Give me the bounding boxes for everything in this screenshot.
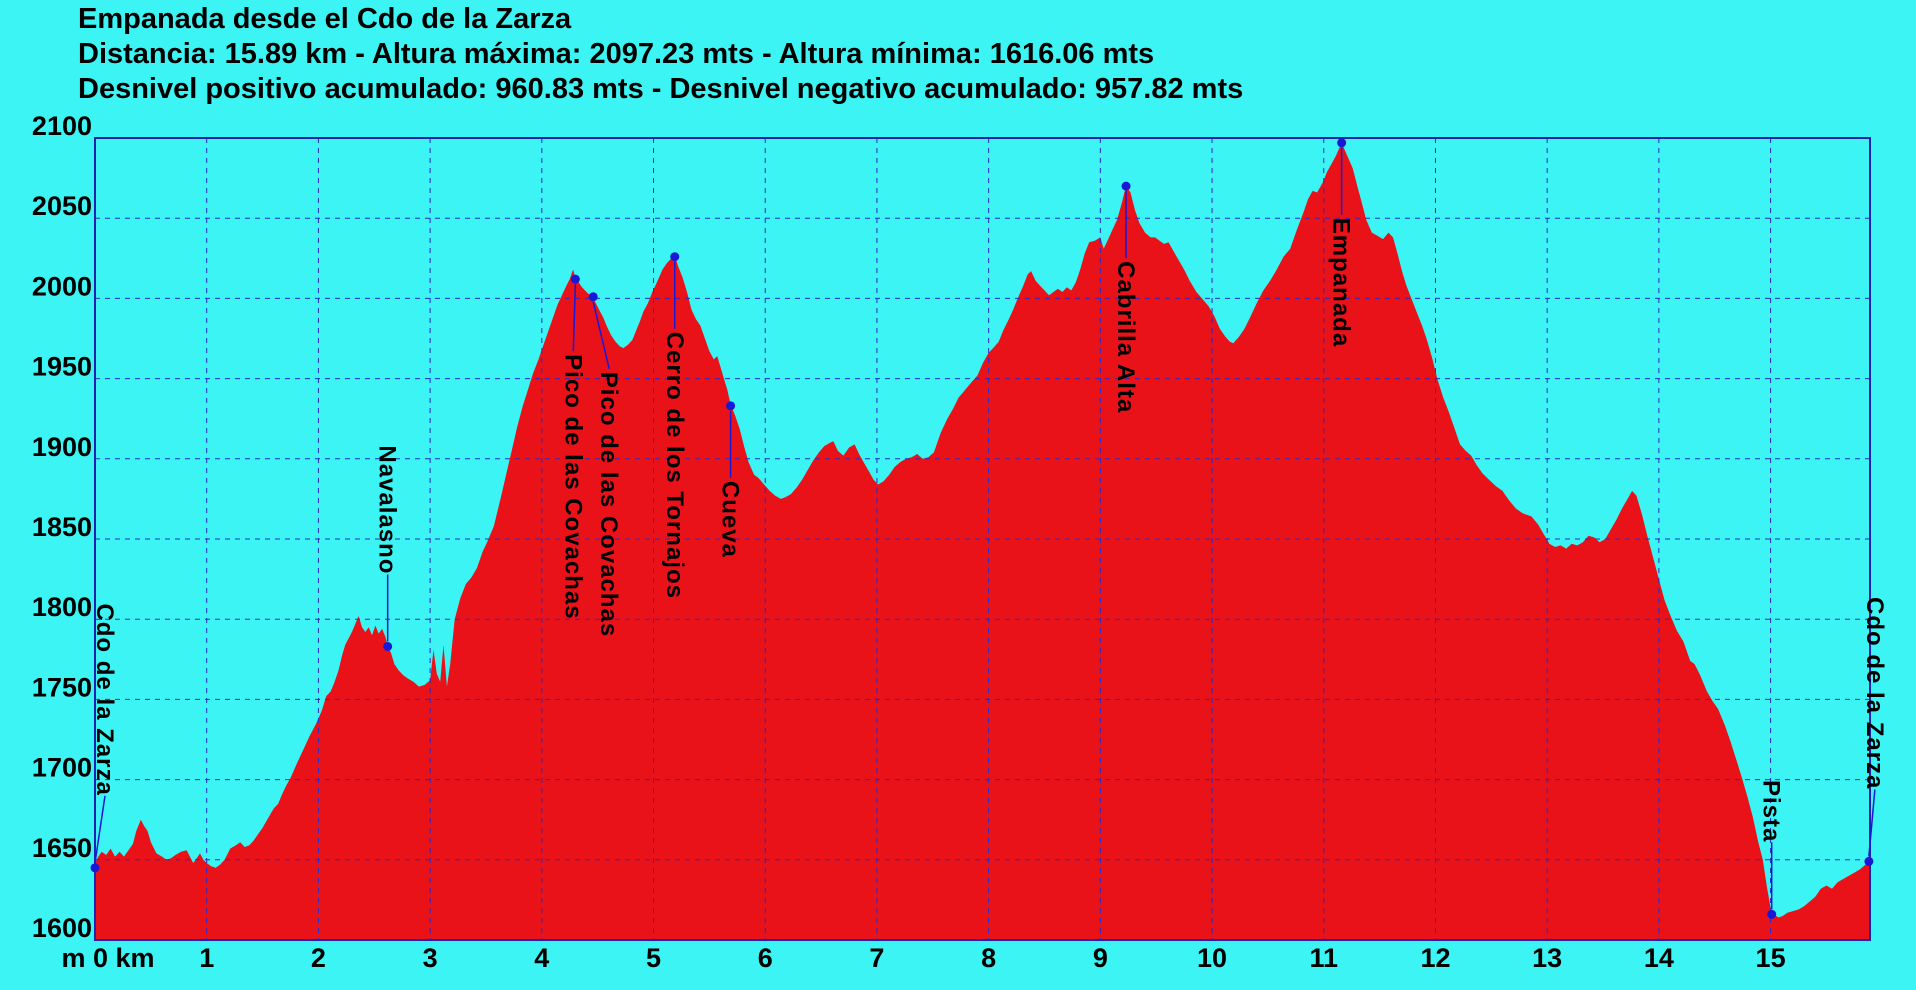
waypoint-label: Pista <box>1758 780 1785 842</box>
waypoint-label: Navalasno <box>374 445 401 574</box>
chart-stats-line-2: Desnivel positivo acumulado: 960.83 mts … <box>78 73 1244 105</box>
x-axis-tick-label: 4 <box>534 943 549 973</box>
waypoint-label: Cabrilla Alta <box>1112 261 1139 413</box>
waypoint-label: Empanada <box>1328 218 1355 347</box>
y-axis-tick-label: 1800 <box>32 592 92 622</box>
waypoint-marker-dot <box>1337 138 1347 148</box>
y-axis-tick-label: 2000 <box>32 271 92 301</box>
waypoint-label: Pico de las Covachas <box>559 354 586 619</box>
waypoint-label: Cueva <box>717 481 744 558</box>
x-axis-origin-label: m 0 km <box>61 943 154 973</box>
waypoint-label: Cerro de los Tornajos <box>661 332 688 599</box>
waypoint-label: Cdo de la Zarza <box>91 603 118 795</box>
x-axis-tick-label: 6 <box>758 943 773 973</box>
waypoint-marker-dot <box>1864 856 1874 866</box>
y-axis-tick-label: 2050 <box>32 191 92 221</box>
waypoint-marker-dot <box>588 292 598 302</box>
x-axis-tick-label: 15 <box>1756 943 1786 973</box>
waypoint-marker-dot <box>726 401 736 411</box>
x-axis-tick-label: 11 <box>1309 943 1338 973</box>
x-axis-tick-label: 14 <box>1644 943 1674 973</box>
x-axis-tick-label: 8 <box>981 943 996 973</box>
waypoint-marker-dot <box>1121 181 1131 191</box>
waypoint-marker-dot <box>90 863 100 873</box>
waypoint-marker-dot <box>383 641 393 651</box>
x-axis-tick-label: 12 <box>1420 943 1450 973</box>
waypoint-label: Cdo de la Zarza <box>1861 597 1888 789</box>
y-axis-tick-label: 1750 <box>32 672 92 702</box>
elevation-profile-area <box>95 142 1870 941</box>
x-axis-tick-label: 2 <box>311 943 326 973</box>
y-axis-tick-label: 1600 <box>32 913 92 943</box>
x-axis-tick-label: 1 <box>199 943 214 973</box>
x-axis-tick-label: 13 <box>1532 943 1562 973</box>
x-axis-tick-label: 5 <box>646 943 661 973</box>
x-axis-tick-label: 9 <box>1093 943 1108 973</box>
y-axis-tick-label: 1900 <box>32 432 92 462</box>
y-axis-tick-label: 1650 <box>32 833 92 863</box>
waypoint-leader-line <box>1868 789 1876 857</box>
chart-stats-line-1: Distancia: 15.89 km - Altura máxima: 209… <box>78 38 1155 70</box>
plot-border <box>94 137 1871 941</box>
y-axis-tick-label: 1950 <box>32 352 92 382</box>
waypoint-leader-line <box>572 284 577 352</box>
waypoint-marker-dot <box>670 252 680 262</box>
y-axis-tick-label: 2100 <box>32 111 92 141</box>
waypoint-label: Pico de las Covachas <box>595 372 622 637</box>
x-axis-tick-label: 7 <box>869 943 884 973</box>
y-axis-tick-label: 1850 <box>32 512 92 542</box>
chart-title: Empanada desde el Cdo de la Zarza <box>78 3 572 35</box>
waypoint-leader-line <box>94 795 106 863</box>
y-axis-tick-label: 1700 <box>32 753 92 783</box>
chart-header: Empanada desde el Cdo de la Zarza Distan… <box>78 2 1243 107</box>
waypoint-marker-dot <box>570 274 580 284</box>
waypoint-marker-dot <box>1767 909 1777 919</box>
x-axis-tick-label: 10 <box>1197 943 1227 973</box>
waypoint-leader-line <box>592 301 610 369</box>
x-axis-tick-label: 3 <box>423 943 438 973</box>
